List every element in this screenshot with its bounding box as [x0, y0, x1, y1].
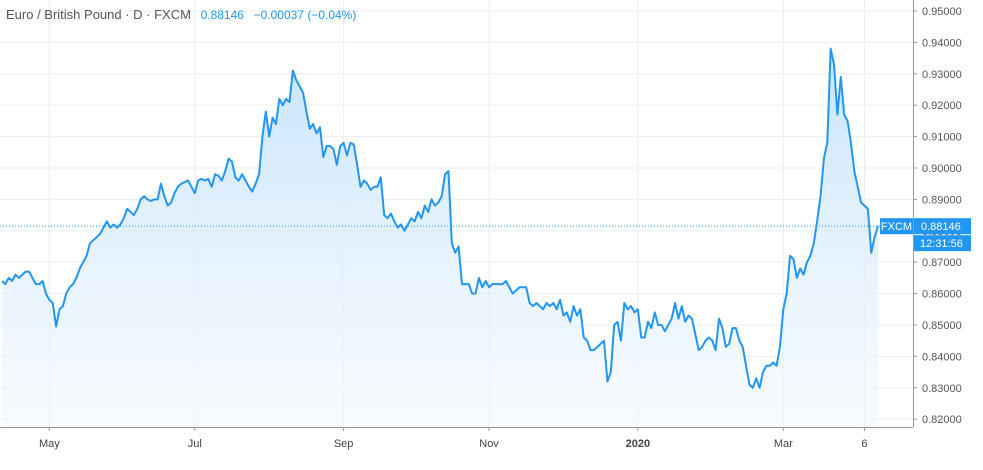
- x-tick-label: Sep: [334, 438, 354, 450]
- x-tick-label: Nov: [479, 438, 499, 450]
- y-tick-label: 0.82000: [922, 414, 962, 426]
- price-tag-source-bg: [880, 218, 913, 235]
- chart-legend: Euro / British Pound · D · FXCM 0.88146 …: [6, 7, 356, 22]
- price-area-fill: [2, 48, 878, 428]
- y-tick-label: 0.89000: [922, 194, 962, 206]
- y-tick-label: 0.90000: [922, 163, 962, 175]
- price-tag-countdown-bg: [914, 235, 971, 252]
- price-tag-value-bg: [914, 218, 971, 235]
- price-line: [1, 47, 879, 389]
- x-tick-label: 6: [861, 438, 867, 450]
- x-tick-label: May: [39, 438, 60, 450]
- y-tick-label: 0.93000: [922, 69, 962, 81]
- y-tick-label: 0.91000: [922, 132, 962, 144]
- y-tick-label: 0.92000: [922, 100, 962, 112]
- x-tick-label: Mar: [774, 438, 793, 450]
- x-tick-label: Jul: [188, 438, 202, 450]
- price-tag-value: 0.88146: [921, 221, 961, 233]
- last-price: 0.88146: [200, 8, 244, 22]
- y-tick-label: 0.87000: [922, 257, 962, 269]
- y-tick-label: 0.94000: [922, 37, 962, 49]
- y-tick-label: 0.84000: [922, 351, 962, 363]
- price-change: −0.00037 (−0.04%): [253, 8, 357, 22]
- price-tag-countdown: 12:31:56: [920, 238, 963, 250]
- symbol-title: Euro / British Pound · D · FXCM: [6, 7, 191, 22]
- price-tag-source: FXCM: [881, 221, 912, 233]
- y-tick-label: 0.86000: [922, 289, 962, 301]
- y-tick-label: 0.95000: [922, 6, 962, 18]
- x-tick-label: 2020: [626, 438, 650, 450]
- y-tick-label: 0.83000: [922, 383, 962, 395]
- y-tick-label: 0.85000: [922, 320, 962, 332]
